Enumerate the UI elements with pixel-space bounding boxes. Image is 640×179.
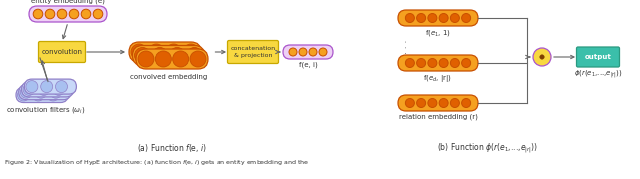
Circle shape (439, 13, 448, 23)
Circle shape (405, 59, 414, 67)
Circle shape (533, 48, 551, 66)
Circle shape (173, 51, 189, 67)
Circle shape (69, 9, 79, 19)
Circle shape (156, 51, 172, 67)
FancyBboxPatch shape (136, 49, 208, 69)
Text: convolution filters ($\omega_i$): convolution filters ($\omega_i$) (6, 105, 86, 115)
Circle shape (52, 83, 65, 95)
Text: & projection: & projection (234, 54, 272, 59)
Circle shape (45, 9, 55, 19)
Circle shape (299, 48, 307, 56)
Circle shape (405, 98, 414, 108)
FancyBboxPatch shape (398, 55, 478, 71)
FancyBboxPatch shape (129, 42, 201, 62)
Circle shape (20, 86, 32, 98)
Text: (a) Function $f$(e, $i$): (a) Function $f$(e, $i$) (137, 142, 207, 154)
FancyBboxPatch shape (19, 85, 71, 100)
Circle shape (134, 47, 150, 64)
Text: (b) Function $\phi$($r$($e_1$,...,$e_{|r|}$)): (b) Function $\phi$($r$($e_1$,...,$e_{|r… (438, 142, 538, 156)
Circle shape (23, 83, 35, 95)
FancyBboxPatch shape (398, 95, 478, 111)
Circle shape (540, 55, 544, 59)
FancyBboxPatch shape (227, 40, 278, 64)
Text: f($e_d$, |r|): f($e_d$, |r|) (424, 73, 452, 84)
Text: concatenation: concatenation (230, 47, 276, 52)
Circle shape (169, 47, 185, 64)
Circle shape (148, 44, 164, 60)
Circle shape (17, 89, 29, 101)
Circle shape (461, 98, 470, 108)
Circle shape (428, 98, 437, 108)
Text: relation embedding (r): relation embedding (r) (399, 113, 477, 120)
Circle shape (26, 81, 38, 93)
Circle shape (93, 9, 103, 19)
Circle shape (451, 59, 460, 67)
Circle shape (152, 47, 168, 64)
FancyBboxPatch shape (22, 82, 74, 97)
Text: Figure 2: Visualization of HypE architecture: (a) function $f$(e, $i$) gets an e: Figure 2: Visualization of HypE architec… (4, 158, 309, 167)
Circle shape (33, 9, 43, 19)
FancyBboxPatch shape (577, 47, 620, 67)
Text: output: output (584, 54, 611, 60)
Circle shape (451, 13, 460, 23)
FancyBboxPatch shape (132, 45, 205, 66)
Circle shape (417, 59, 426, 67)
FancyBboxPatch shape (283, 45, 333, 59)
Circle shape (289, 48, 297, 56)
Circle shape (190, 51, 206, 67)
Circle shape (451, 98, 460, 108)
FancyBboxPatch shape (398, 10, 478, 26)
Circle shape (131, 44, 147, 60)
Circle shape (50, 86, 62, 98)
Text: convolution: convolution (42, 49, 83, 55)
Circle shape (439, 98, 448, 108)
Circle shape (417, 98, 426, 108)
Circle shape (56, 81, 67, 93)
Circle shape (41, 81, 52, 93)
Circle shape (309, 48, 317, 56)
FancyBboxPatch shape (38, 42, 86, 62)
Text: entity embedding (e): entity embedding (e) (31, 0, 105, 4)
Circle shape (32, 89, 44, 101)
Circle shape (138, 51, 154, 67)
FancyBboxPatch shape (16, 88, 68, 103)
Circle shape (428, 13, 437, 23)
Circle shape (319, 48, 327, 56)
Circle shape (405, 13, 414, 23)
Circle shape (183, 44, 199, 60)
Text: f(e, i): f(e, i) (299, 61, 317, 67)
Circle shape (461, 59, 470, 67)
FancyBboxPatch shape (29, 6, 107, 22)
Circle shape (439, 59, 448, 67)
Circle shape (47, 89, 59, 101)
Text: f($e_1$, 1): f($e_1$, 1) (425, 28, 451, 38)
Circle shape (166, 44, 182, 60)
Circle shape (186, 47, 202, 64)
Circle shape (417, 13, 426, 23)
Circle shape (35, 86, 47, 98)
Circle shape (461, 13, 470, 23)
Text: $\phi$($r$($e_1$,...,$e_{|r|}$)): $\phi$($r$($e_1$,...,$e_{|r|}$)) (574, 69, 622, 80)
Text: · · ·: · · · (403, 40, 413, 54)
Circle shape (428, 59, 437, 67)
Circle shape (38, 83, 50, 95)
Circle shape (81, 9, 91, 19)
FancyBboxPatch shape (24, 79, 76, 94)
Circle shape (57, 9, 67, 19)
Text: convolved embedding: convolved embedding (131, 74, 207, 81)
